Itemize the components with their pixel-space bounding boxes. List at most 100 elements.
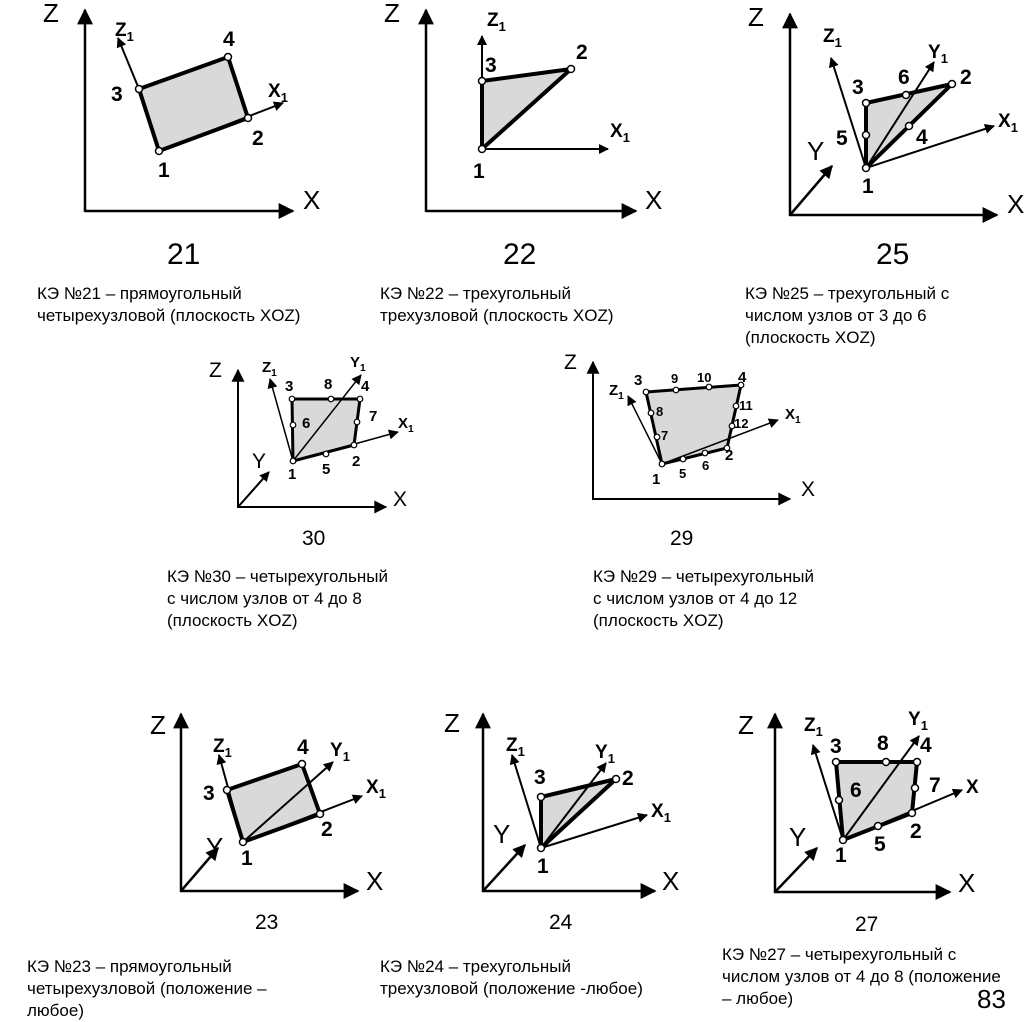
y-axis-label: Y	[206, 832, 223, 862]
finite-element	[480, 67, 573, 151]
node-label: 6	[898, 66, 910, 89]
node-label: 2	[725, 447, 733, 464]
figure-24: Z X Y Z1 Y1 X1 1 2 3 24	[444, 708, 679, 934]
caption-line: – любое)	[722, 989, 794, 1008]
z-axis-label: Z	[209, 359, 222, 382]
local-z1-axis	[267, 378, 294, 462]
caption-line: КЭ №21 – прямоугольный	[37, 284, 242, 303]
local-z1-label: Z1	[609, 382, 624, 402]
node	[947, 79, 957, 89]
caption-line: числом узлов от 3 до 6	[745, 306, 927, 325]
node	[642, 388, 650, 396]
figure-number: 23	[255, 911, 278, 934]
caption-line: трехузловой (плоскость XOZ)	[380, 306, 614, 325]
node-label: 8	[324, 376, 332, 393]
caption-line: четырехузловой (плоскость XOZ)	[37, 306, 301, 325]
node	[288, 395, 296, 403]
local-y1-label: Y1	[595, 742, 615, 766]
local-z1-label: Z1	[115, 20, 134, 44]
local-y1-label: Y1	[928, 42, 948, 66]
local-z1-label: Z1	[262, 359, 277, 379]
node-label: 8	[656, 404, 663, 419]
local-y1-axis	[540, 762, 607, 849]
node	[705, 383, 713, 391]
nodes	[288, 395, 364, 465]
node-label: 11	[739, 398, 753, 413]
node-label: 5	[874, 833, 886, 856]
nodes	[861, 79, 957, 173]
figure-number: 27	[855, 913, 878, 936]
local-y1-axis	[842, 735, 920, 841]
node-label: 3	[852, 76, 864, 99]
caption-line: КЭ №24 – трехугольный	[380, 957, 572, 976]
local-z1-label: Z1	[823, 26, 842, 50]
figure-23: Z X Y Z1 Y1 X1 1 2 3 4 23	[150, 710, 386, 934]
caption-29: КЭ №29 – четырехугольный с числом узлов …	[593, 566, 814, 632]
node	[353, 418, 361, 426]
caption-23: КЭ №23 – прямоугольный четырехузловой (п…	[27, 956, 267, 1022]
finite-element	[539, 777, 618, 850]
node	[904, 121, 914, 131]
page-number: 83	[977, 984, 1006, 1014]
local-z1-axis	[509, 754, 542, 849]
y-axis-label: Y	[789, 822, 806, 852]
node-label: 10	[697, 370, 711, 385]
z-axis-label: Z	[150, 710, 166, 740]
node	[297, 759, 307, 769]
global-axes: Z X Y	[150, 710, 383, 899]
y-axis	[774, 847, 818, 893]
caption-line: с числом узлов от 4 до 8	[167, 589, 362, 608]
local-y1-axis	[865, 61, 935, 169]
local-y1-label: Y1	[330, 740, 350, 764]
node	[154, 146, 164, 156]
figure-number: 30	[302, 527, 325, 550]
x-axis-label: X	[801, 478, 815, 501]
node-label: 1	[862, 175, 874, 198]
figure-number: 29	[670, 527, 693, 550]
local-x1-label: X1	[398, 415, 414, 435]
figure-22: Z X Z1 X1 1 2 3 22	[384, 0, 662, 271]
local-x1-axis	[540, 812, 648, 849]
y-axis	[789, 165, 833, 216]
caption-line: (плоскость XOZ)	[167, 611, 298, 630]
y-axis	[180, 847, 219, 892]
global-axes: Z X Y	[209, 359, 407, 514]
node	[350, 441, 358, 449]
node-label: 1	[652, 471, 660, 488]
node	[653, 433, 661, 441]
caption-line: КЭ №30 – четырехугольный	[167, 567, 388, 586]
node-label: 6	[302, 415, 310, 432]
figure-number: 24	[549, 911, 573, 934]
x-axis-label: X	[366, 866, 383, 896]
caption-line: (плоскость XOZ)	[745, 328, 876, 347]
global-axes: Z X Y	[748, 2, 1024, 223]
local-x1-label: X1	[998, 111, 1018, 135]
node	[831, 757, 841, 767]
local-z1-label: Z1	[487, 10, 506, 34]
node-label: 9	[671, 371, 678, 386]
node-label: 4	[920, 734, 932, 757]
caption-line: КЭ №25 – трехугольный с	[745, 284, 950, 303]
caption-line: четырехузловой (положение –	[27, 979, 267, 998]
nodes	[477, 64, 576, 154]
node-label: 8	[877, 732, 889, 755]
node-label: 4	[361, 378, 370, 395]
node-label: 3	[485, 54, 497, 77]
node	[566, 64, 576, 74]
node-label: 4	[297, 736, 309, 759]
local-x1-label: X1	[366, 777, 386, 801]
node	[728, 422, 736, 430]
node-label: 1	[537, 855, 549, 878]
node	[834, 795, 844, 805]
node	[322, 450, 330, 458]
node-label: 3	[203, 782, 215, 805]
node-label: 5	[836, 127, 848, 150]
local-x1-label: X	[966, 777, 979, 798]
local-x1-label: X1	[610, 121, 630, 145]
caption-line: числом узлов от 4 до 8 (положение	[722, 967, 1001, 986]
node	[912, 757, 922, 767]
node-label: 5	[322, 461, 330, 478]
z-axis-label: Z	[444, 708, 460, 738]
node	[647, 409, 655, 417]
node-label: 1	[835, 844, 847, 867]
